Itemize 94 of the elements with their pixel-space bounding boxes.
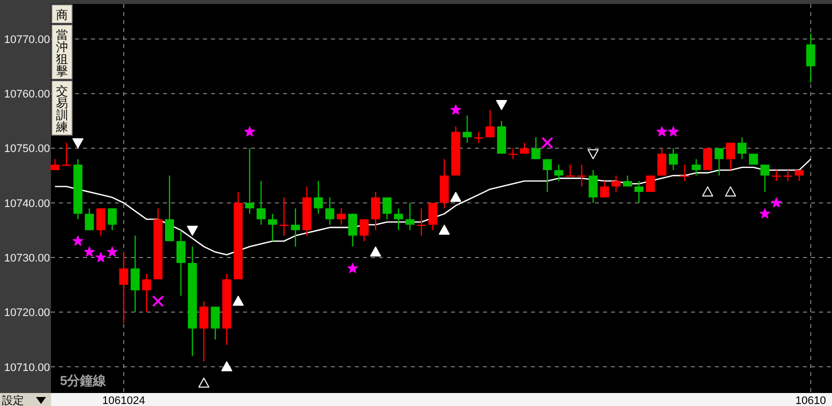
candlestick xyxy=(588,169,598,204)
candlestick xyxy=(612,174,621,193)
point xyxy=(450,192,462,202)
candlestick xyxy=(348,213,358,248)
candlestick xyxy=(336,208,346,226)
point xyxy=(702,186,714,196)
candlestick xyxy=(646,174,655,193)
candlestick xyxy=(62,142,71,166)
candlestick xyxy=(738,136,746,160)
point xyxy=(221,361,232,372)
candlestick xyxy=(314,180,323,214)
candlestick xyxy=(84,208,94,231)
candlestick xyxy=(623,174,632,188)
candlestick xyxy=(371,191,380,231)
line-series xyxy=(54,158,812,256)
candlestick xyxy=(531,136,540,160)
candlestick xyxy=(600,180,610,198)
point xyxy=(84,246,95,257)
candlestick xyxy=(726,142,736,171)
candlestick xyxy=(280,196,288,236)
candlestick xyxy=(634,180,644,204)
point xyxy=(152,295,164,308)
annotation: 當沖狙擊 xyxy=(56,28,68,78)
candlestick xyxy=(783,169,792,182)
candlestick xyxy=(542,158,552,193)
candlestick xyxy=(119,251,128,324)
point xyxy=(771,197,782,208)
candlestick xyxy=(165,174,174,242)
y-tick-label: 10760.00 xyxy=(4,88,50,101)
candlestick xyxy=(245,148,254,214)
candlestick xyxy=(692,158,701,176)
candlestick xyxy=(668,148,678,171)
candlestick xyxy=(680,164,690,182)
point xyxy=(72,236,84,246)
candlestick xyxy=(290,208,300,248)
point xyxy=(96,252,106,262)
candlestick xyxy=(256,180,266,226)
candlestick xyxy=(416,208,426,236)
y-tick-label: 10770.00 xyxy=(4,34,50,46)
annotation: 交易訓練 xyxy=(55,84,68,134)
candlestick xyxy=(714,148,724,176)
point xyxy=(370,246,382,257)
y-tick-label: 10710.00 xyxy=(4,362,50,374)
point xyxy=(186,226,198,236)
x-tick-label: 1061024 xyxy=(102,395,146,406)
candlestick xyxy=(657,148,666,176)
point xyxy=(725,186,736,196)
candlestick xyxy=(462,114,472,144)
annotation: 商 xyxy=(56,8,68,22)
candlestick xyxy=(577,164,586,188)
candlestick xyxy=(142,273,152,313)
candlestick xyxy=(554,164,564,182)
candlestick xyxy=(210,306,220,340)
point xyxy=(450,104,462,115)
candlestick xyxy=(130,235,140,313)
point xyxy=(656,126,668,136)
point xyxy=(496,100,508,110)
annotation: 5分鐘線 xyxy=(60,373,108,388)
y-tick-label: 10750.00 xyxy=(4,143,50,156)
candlestick xyxy=(486,109,495,138)
point xyxy=(438,224,450,235)
text: 設定 xyxy=(2,394,24,406)
candlestick xyxy=(566,164,575,177)
candlestick xyxy=(508,148,518,160)
point xyxy=(541,136,554,149)
point xyxy=(347,262,358,273)
candlestick xyxy=(199,300,208,362)
candlestick xyxy=(176,230,186,296)
candlestick xyxy=(760,164,770,193)
point xyxy=(198,378,210,388)
candlestick xyxy=(394,208,403,231)
point xyxy=(668,126,679,136)
candlestick xyxy=(703,148,712,171)
y-tick-label: 10730.00 xyxy=(4,252,50,265)
x-tick-label: 10610 xyxy=(795,395,826,406)
point xyxy=(760,208,770,218)
point xyxy=(72,138,84,148)
point xyxy=(106,246,118,257)
point xyxy=(232,296,244,306)
candlestick xyxy=(428,202,438,231)
candlestick xyxy=(806,32,816,84)
y-tick-label: 10740.00 xyxy=(4,198,50,210)
candlestick xyxy=(268,213,278,242)
candlestick xyxy=(794,169,804,182)
candlestick xyxy=(108,208,117,231)
candlestick xyxy=(96,208,106,236)
point xyxy=(588,149,599,160)
y-tick-label: 10720.00 xyxy=(4,307,50,320)
candlestick xyxy=(382,196,392,220)
candlestick xyxy=(360,218,369,242)
candlestick xyxy=(772,169,781,182)
candlestick xyxy=(405,202,414,231)
point xyxy=(244,126,255,136)
candlestick xyxy=(325,196,334,226)
